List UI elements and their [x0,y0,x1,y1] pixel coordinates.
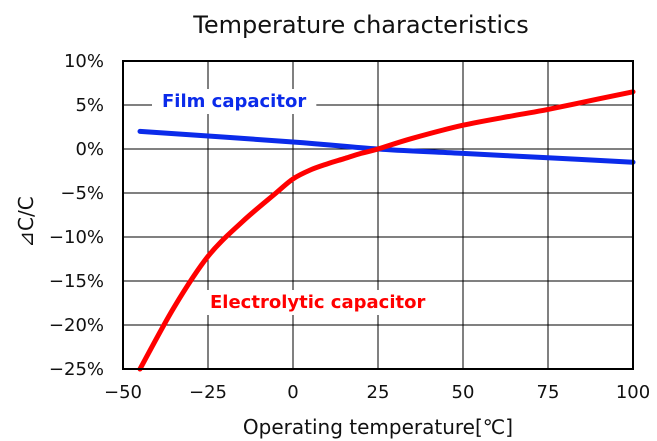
film-capacitor-label: Film capacitor [162,91,306,112]
electrolytic-capacitor-line [137,89,636,372]
y-tick-label-1: 5% [75,95,104,116]
electrolytic-capacitor-label: Electrolytic capacitor [210,292,425,313]
y-tick-label-2: 0% [75,139,104,160]
y-tick-label-0: 10% [64,51,104,72]
film-label-background [152,89,317,114]
x-tick-label-5: 75 [537,382,560,403]
x-axis-label: Operating temperature[℃] [243,415,513,439]
electrolytic-label-background [200,290,436,315]
y-tick-label-6: −20% [49,315,104,336]
x-tick-label-2: 0 [287,382,298,403]
x-tick-label-3: 25 [367,382,390,403]
y-tick-label-3: −5% [60,183,104,204]
y-tick-label-5: −15% [49,271,104,292]
chart-title: Temperature characteristics [192,11,529,39]
plot-frame [122,60,634,370]
series-lines [137,89,636,372]
y-axis-label: ⊿C/C [14,196,38,247]
y-tick-label-7: −25% [49,359,104,380]
x-tick-label-0: −50 [104,382,142,403]
x-tick-label-6: 100 [616,382,650,403]
x-tick-label-1: −25 [189,382,227,403]
y-tick-label-4: −10% [49,227,104,248]
axis-ticks: −50 −25 0 25 50 75 100 10% 5% 0% −5% −10% −15% −20% −2… [49,51,650,403]
film-capacitor-line [137,128,636,165]
x-tick-label-4: 50 [452,382,475,403]
